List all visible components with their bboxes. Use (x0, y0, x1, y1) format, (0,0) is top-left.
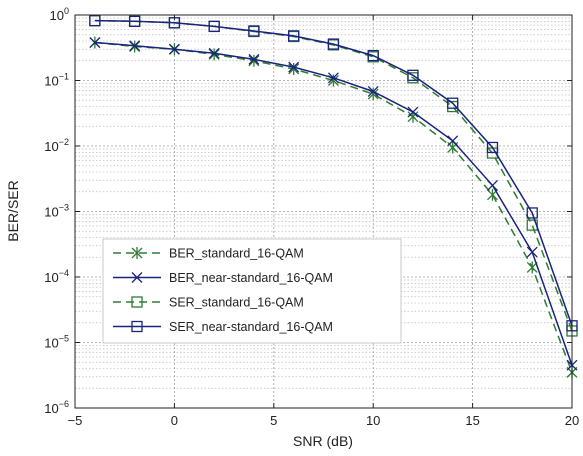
legend-item: BER_near-standard_16-QAM (113, 271, 333, 285)
marker-stroke (526, 246, 538, 258)
legend-label: BER_near-standard_16-QAM (169, 271, 333, 285)
data-point (131, 320, 143, 333)
data-point (248, 25, 260, 37)
data-point (288, 62, 300, 75)
marker-stroke (447, 135, 459, 147)
data-point (526, 207, 538, 219)
y-tick-label: 100 (50, 6, 69, 23)
data-point (487, 179, 498, 191)
marker-stroke (248, 53, 260, 65)
y-tick-label: 10−6 (44, 399, 69, 416)
y-tick-label: 10−3 (44, 203, 69, 220)
legend-box (102, 238, 402, 344)
data-point (288, 61, 300, 73)
data-point (367, 86, 379, 97)
data-point (248, 53, 260, 65)
data-point (89, 14, 101, 27)
data-point (208, 48, 220, 61)
x-tick-label: 10 (366, 413, 380, 428)
x-tick-label: −5 (68, 413, 83, 428)
series-2 (89, 37, 578, 371)
data-point (486, 141, 499, 154)
y-tick-label: 10−2 (44, 137, 69, 154)
data-point (131, 272, 143, 283)
x-tick-label: 5 (270, 413, 277, 428)
data-point (248, 54, 260, 67)
x-tick-label: 15 (465, 413, 479, 428)
series-line (94, 19, 573, 327)
legend-label: SER_standard_16-QAM (169, 296, 304, 310)
data-point (327, 38, 340, 50)
marker-stroke (208, 47, 220, 59)
legend-item: BER_standard_16-QAM (113, 247, 304, 261)
data-point (327, 72, 339, 84)
data-point (131, 296, 143, 308)
data-point (407, 69, 419, 81)
marker-stroke (407, 106, 419, 118)
marker-stroke (367, 86, 379, 97)
marker-stroke (288, 61, 300, 73)
marker-stroke (168, 43, 180, 55)
data-point (288, 30, 300, 42)
marker-stroke (131, 272, 143, 283)
marker-stroke (129, 40, 141, 52)
legend-label: SER_near-standard_16-QAM (169, 320, 333, 334)
data-point (526, 261, 538, 274)
legend-item: SER_near-standard_16-QAM (113, 320, 333, 334)
data-point (208, 47, 220, 59)
data-point (447, 97, 459, 109)
data-point (407, 106, 419, 118)
y-axis-label: BER/SER (5, 180, 21, 241)
legend: BER_standard_16-QAM BER_near-standard_16-… (102, 238, 402, 344)
legend-item: SER_standard_16-QAM (113, 296, 304, 310)
y-tick-label: 10−1 (44, 72, 69, 89)
data-point (447, 135, 459, 147)
ticks: −5 0 5 10 15 20 100 10−1 10−2 10−3 10−4 10−5 10−6 (44, 6, 579, 428)
data-point (208, 20, 220, 33)
data-point (129, 40, 141, 52)
y-tick-label: 10−4 (44, 268, 69, 285)
series-layer (89, 14, 578, 379)
data-point (89, 37, 101, 48)
data-point (128, 15, 141, 27)
marker-stroke (487, 179, 498, 191)
y-tick-label: 10−5 (44, 334, 69, 351)
data-point (131, 247, 143, 259)
data-point (367, 49, 379, 62)
legend-label: BER_standard_16-QAM (169, 247, 304, 261)
data-point (526, 246, 538, 258)
x-tick-label: 0 (171, 413, 178, 428)
x-axis-label: SNR (dB) (293, 433, 353, 449)
data-point (168, 43, 180, 55)
marker-stroke (327, 72, 339, 84)
marker-stroke (89, 37, 101, 48)
x-tick-label: 20 (565, 413, 579, 428)
